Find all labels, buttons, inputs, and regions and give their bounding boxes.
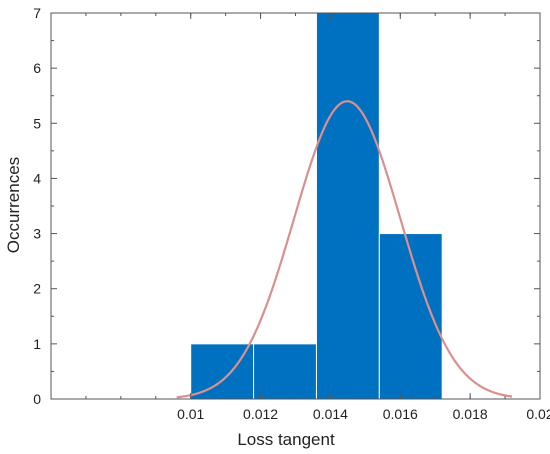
x-tick-label: 0.012 bbox=[243, 406, 278, 422]
x-axis-label: Loss tangent bbox=[237, 430, 335, 449]
y-tick-label: 0 bbox=[33, 391, 41, 407]
y-axis-ticks: 0 1 2 3 4 5 6 7 bbox=[33, 5, 540, 407]
histogram-bar bbox=[190, 343, 255, 400]
y-tick-label: 7 bbox=[33, 5, 41, 21]
y-tick-label: 6 bbox=[33, 60, 41, 76]
x-tick-label: 0.016 bbox=[383, 406, 418, 422]
histogram-bars bbox=[190, 12, 443, 400]
x-axis-ticks: 0.01 0.012 0.014 0.016 0.018 0.02 bbox=[85, 13, 550, 422]
x-tick-label: 0.018 bbox=[453, 406, 488, 422]
y-tick-label: 1 bbox=[33, 336, 41, 352]
y-tick-label: 5 bbox=[33, 115, 41, 131]
x-tick-label: 0.01 bbox=[177, 406, 204, 422]
x-tick-label: 0.02 bbox=[526, 406, 550, 422]
y-tick-label: 4 bbox=[33, 170, 41, 186]
y-axis-label: Occurrences bbox=[4, 157, 23, 253]
x-tick-label: 0.014 bbox=[313, 406, 348, 422]
y-tick-label: 3 bbox=[33, 226, 41, 242]
plot-frame bbox=[50, 12, 541, 400]
y-tick-label: 2 bbox=[33, 281, 41, 297]
normal-fit-curve bbox=[176, 100, 513, 399]
histogram-bar bbox=[253, 343, 317, 400]
histogram-bar bbox=[315, 12, 380, 400]
